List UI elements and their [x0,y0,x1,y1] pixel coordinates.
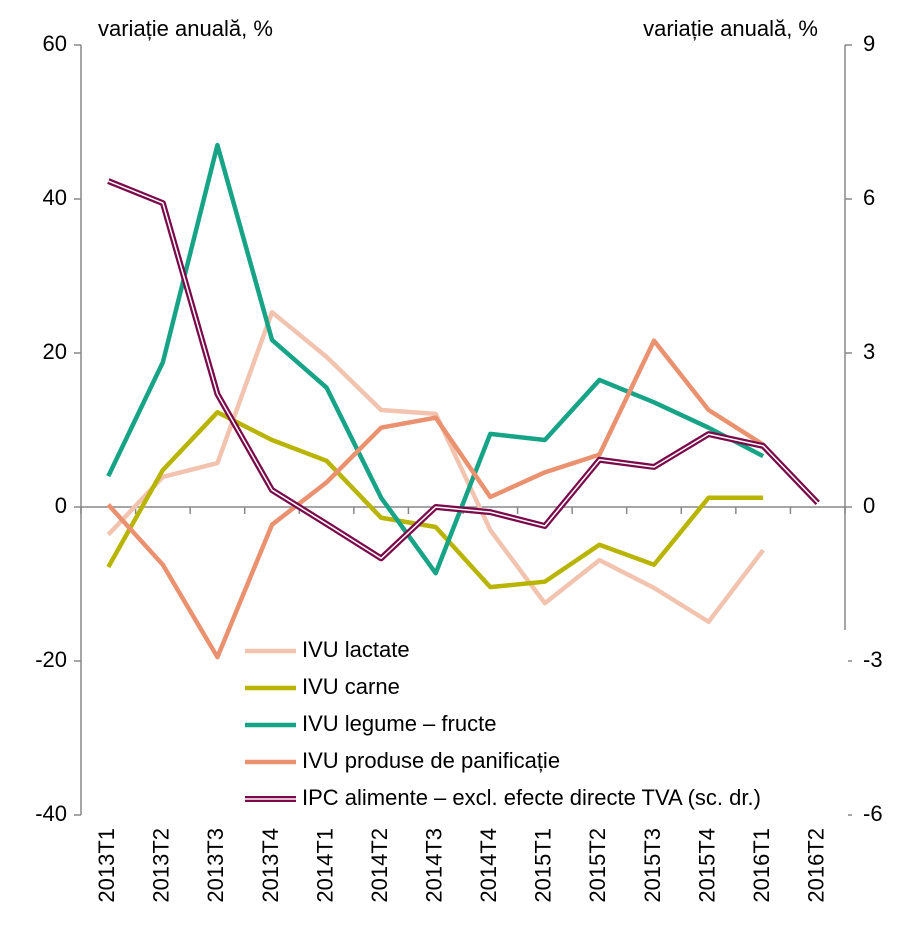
y-tick-label: -20 [35,647,67,672]
series-line [106,142,765,576]
y2-tick-label: 9 [863,31,875,56]
y-tick-label: -40 [35,801,67,826]
y-tick-label: 40 [43,185,67,210]
y-tick-label: 0 [55,493,67,518]
x-tick-label: 2014T2 [367,828,392,903]
x-tick-label: 2014T1 [312,828,337,903]
y2-tick-label: 0 [863,493,875,518]
y-axis-title: variație anuală, % [98,16,273,41]
legend-label: IVU produse de panificație [302,748,560,773]
series-line [106,309,765,624]
y2-tick-label: -6 [863,801,883,826]
x-tick-label: 2013T1 [94,828,119,903]
legend-label: IVU carne [302,674,400,699]
y2-tick-label: 6 [863,185,875,210]
x-tick-label: 2013T4 [258,828,283,903]
x-tick-label: 2014T3 [422,828,447,903]
x-tick-label: 2015T2 [585,828,610,903]
series-line-highlight [108,180,819,560]
y2-tick-label: -3 [863,647,883,672]
y-tick-label: 60 [43,31,67,56]
x-tick-label: 2016T1 [749,828,774,903]
series-line [106,338,765,660]
legend-label: IVU lactate [302,637,410,662]
y2-axis-title: variație anuală, % [643,16,818,41]
legend-box [236,630,848,818]
legend-label: IVU legume – fructe [302,711,496,736]
x-tick-label: 2013T3 [203,828,228,903]
series-line [106,410,764,590]
x-tick-label: 2015T4 [694,828,719,903]
x-tick-label: 2013T2 [149,828,174,903]
x-tick-label: 2016T2 [804,828,829,903]
x-tick-label: 2015T3 [640,828,665,903]
y-tick-label: 20 [43,339,67,364]
x-tick-label: 2015T1 [531,828,556,903]
y2-tick-label: 3 [863,339,875,364]
legend-label: IPC alimente – excl. efecte directe TVA … [302,785,761,810]
x-tick-label: 2014T4 [476,828,501,903]
